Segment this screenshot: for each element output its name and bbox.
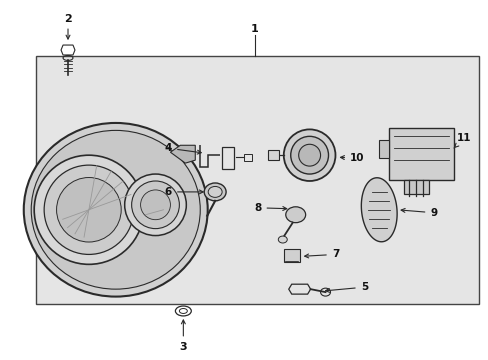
Text: 9: 9 <box>400 208 437 218</box>
Text: 8: 8 <box>254 203 286 213</box>
Bar <box>379 140 388 158</box>
Ellipse shape <box>283 129 335 181</box>
Ellipse shape <box>298 144 320 166</box>
Text: 5: 5 <box>325 282 367 292</box>
Polygon shape <box>361 178 396 242</box>
Ellipse shape <box>44 165 133 255</box>
Ellipse shape <box>57 177 121 242</box>
Ellipse shape <box>204 183 225 201</box>
Ellipse shape <box>131 181 179 229</box>
Text: 11: 11 <box>453 133 470 148</box>
Ellipse shape <box>290 136 328 174</box>
Text: 1: 1 <box>250 24 258 34</box>
Ellipse shape <box>208 186 222 197</box>
Bar <box>36 56 478 304</box>
Text: 7: 7 <box>304 249 339 260</box>
Bar <box>403 180 428 194</box>
Bar <box>388 129 453 180</box>
Polygon shape <box>170 145 195 163</box>
Text: 3: 3 <box>179 342 187 352</box>
Text: 2: 2 <box>64 14 72 24</box>
Text: 6: 6 <box>164 187 203 197</box>
Ellipse shape <box>278 236 286 243</box>
Ellipse shape <box>31 130 200 289</box>
Ellipse shape <box>124 174 186 235</box>
Ellipse shape <box>141 190 170 220</box>
Bar <box>244 154 251 161</box>
Ellipse shape <box>34 155 143 264</box>
Bar <box>267 150 278 160</box>
Ellipse shape <box>285 207 305 223</box>
Text: 10: 10 <box>340 153 364 163</box>
Bar <box>222 147 234 169</box>
Text: 4: 4 <box>164 143 201 154</box>
Polygon shape <box>283 249 299 262</box>
Ellipse shape <box>24 123 207 297</box>
